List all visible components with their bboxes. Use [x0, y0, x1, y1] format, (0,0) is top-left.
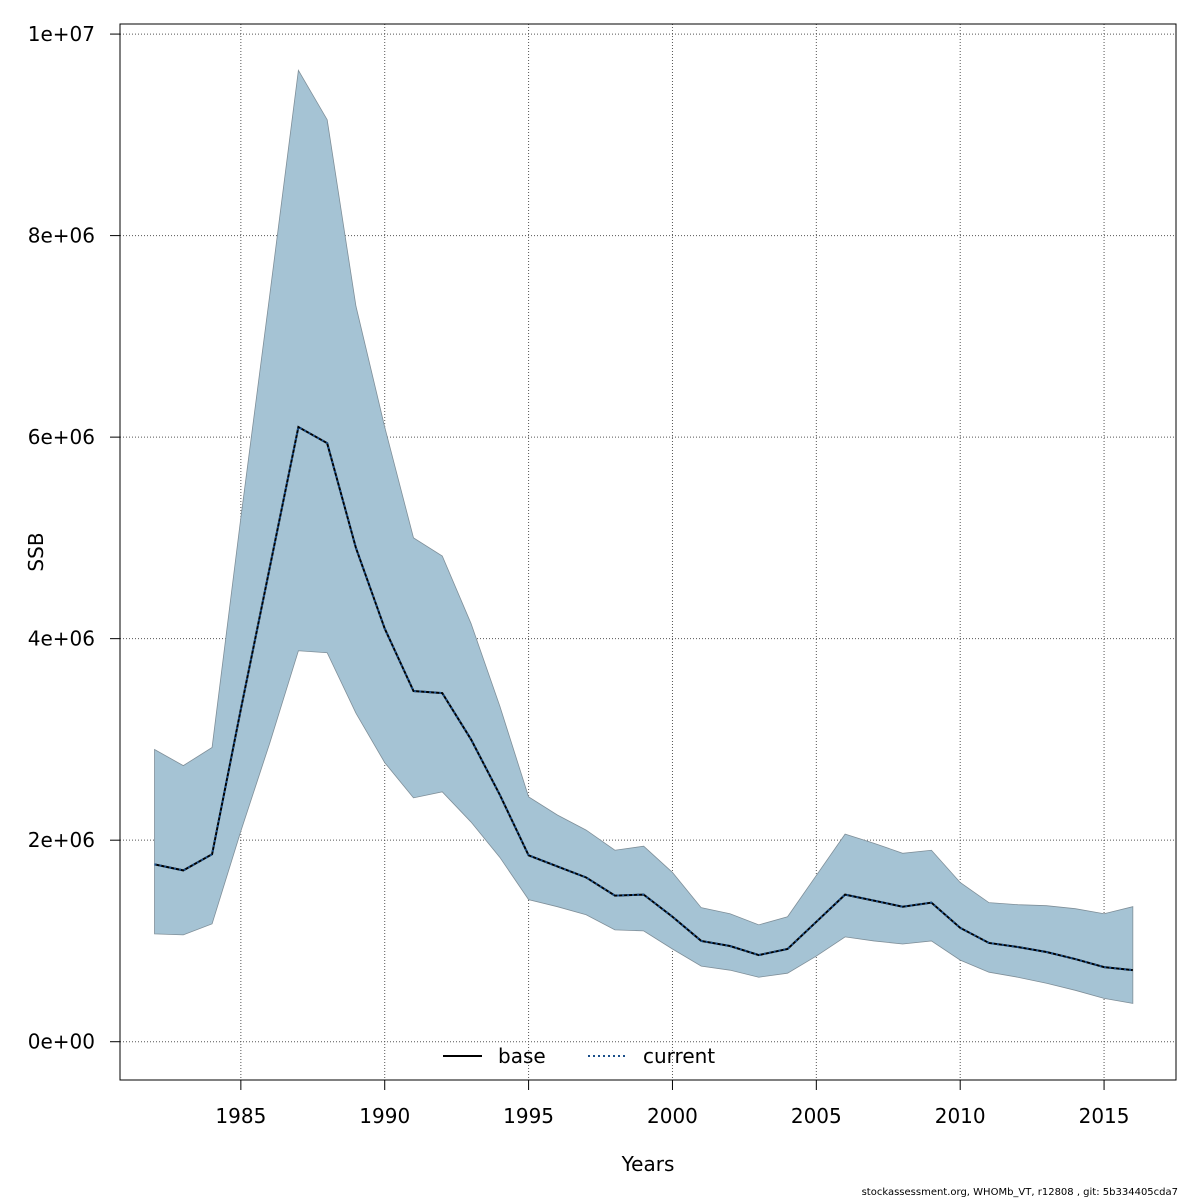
y-tick-label-3: 6e+06 — [28, 425, 95, 449]
x-tick-label-2010: 2010 — [935, 1104, 986, 1128]
x-axis: 1985 1990 1995 2000 2005 2010 2015 — [215, 1080, 1130, 1128]
x-tick-label-1990: 1990 — [359, 1104, 410, 1128]
x-tick-label-1995: 1995 — [503, 1104, 554, 1128]
plot-frame — [119, 23, 1177, 1081]
y-tick-label-5: 1e+07 — [28, 22, 95, 46]
legend: base current — [443, 1044, 715, 1068]
y-tick-label-0: 0e+00 — [28, 1030, 95, 1054]
legend-base-label: base — [498, 1044, 546, 1068]
y-axis-title: SSB — [24, 532, 48, 571]
y-tick-label-4: 8e+06 — [28, 224, 95, 248]
x-tick-label-2005: 2005 — [791, 1104, 842, 1128]
x-tick-label-1985: 1985 — [215, 1104, 266, 1128]
x-tick-label-2000: 2000 — [647, 1104, 698, 1128]
confidence-band — [154, 69, 1134, 1004]
x-tick-label-2015: 2015 — [1079, 1104, 1130, 1128]
confidence-band-area — [154, 69, 1134, 1004]
footer-credit: stockassessment.org, WHOMb_VT, r12808 , … — [861, 1187, 1178, 1198]
series-line-current — [154, 425, 1133, 972]
y-tick-label-2: 4e+06 — [28, 627, 95, 651]
y-tick-label-1: 2e+06 — [28, 828, 95, 852]
series-lines — [154, 425, 1133, 972]
legend-current-label: current — [643, 1044, 715, 1068]
y-axis: 0e+00 2e+06 4e+06 6e+06 8e+06 1e+07 — [28, 22, 120, 1054]
x-axis-title: Years — [621, 1152, 675, 1176]
